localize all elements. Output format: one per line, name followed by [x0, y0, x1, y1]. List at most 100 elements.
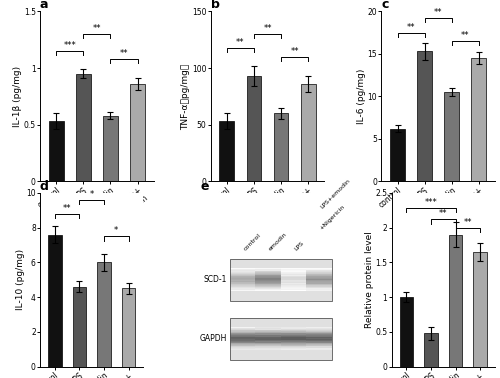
FancyBboxPatch shape: [256, 346, 281, 347]
FancyBboxPatch shape: [306, 279, 332, 280]
Text: control: control: [242, 233, 262, 252]
FancyBboxPatch shape: [256, 327, 281, 328]
Bar: [76, 74, 91, 181]
Y-axis label: IL-1β (pg/mg): IL-1β (pg/mg): [14, 66, 22, 127]
Bar: [246, 76, 262, 181]
FancyBboxPatch shape: [230, 348, 256, 349]
Text: **: **: [63, 204, 72, 213]
FancyBboxPatch shape: [256, 290, 281, 291]
FancyBboxPatch shape: [306, 339, 332, 340]
Text: ***: ***: [424, 198, 438, 207]
Bar: [390, 129, 405, 181]
FancyBboxPatch shape: [281, 347, 306, 348]
FancyBboxPatch shape: [256, 270, 281, 271]
Y-axis label: Relative protein level: Relative protein level: [365, 231, 374, 328]
FancyBboxPatch shape: [281, 283, 306, 284]
FancyBboxPatch shape: [230, 289, 256, 290]
FancyBboxPatch shape: [306, 290, 332, 291]
FancyBboxPatch shape: [281, 341, 306, 342]
FancyBboxPatch shape: [256, 339, 281, 340]
FancyBboxPatch shape: [281, 288, 306, 289]
FancyBboxPatch shape: [256, 268, 281, 269]
FancyBboxPatch shape: [230, 347, 256, 348]
Y-axis label: IL-10 (pg/mg): IL-10 (pg/mg): [16, 249, 25, 310]
FancyBboxPatch shape: [306, 346, 332, 347]
FancyBboxPatch shape: [230, 275, 256, 276]
Text: SCD-1: SCD-1: [204, 275, 227, 284]
FancyBboxPatch shape: [306, 345, 332, 346]
FancyBboxPatch shape: [281, 328, 306, 329]
FancyBboxPatch shape: [230, 343, 256, 344]
Bar: [48, 234, 62, 367]
FancyBboxPatch shape: [281, 279, 306, 280]
FancyBboxPatch shape: [306, 278, 332, 279]
FancyBboxPatch shape: [281, 269, 306, 270]
FancyBboxPatch shape: [306, 275, 332, 276]
FancyBboxPatch shape: [230, 346, 256, 347]
FancyBboxPatch shape: [256, 328, 281, 329]
FancyBboxPatch shape: [306, 335, 332, 336]
Text: GAPDH: GAPDH: [200, 334, 227, 343]
Text: **: **: [290, 47, 299, 56]
FancyBboxPatch shape: [230, 286, 256, 287]
FancyBboxPatch shape: [306, 277, 332, 278]
FancyBboxPatch shape: [230, 330, 256, 331]
FancyBboxPatch shape: [281, 280, 306, 281]
FancyBboxPatch shape: [281, 337, 306, 338]
FancyBboxPatch shape: [281, 349, 306, 350]
FancyBboxPatch shape: [230, 290, 256, 291]
FancyBboxPatch shape: [306, 328, 332, 329]
FancyBboxPatch shape: [256, 318, 281, 360]
FancyBboxPatch shape: [281, 330, 306, 331]
FancyBboxPatch shape: [306, 334, 332, 335]
Text: b: b: [210, 0, 220, 11]
FancyBboxPatch shape: [256, 269, 281, 270]
FancyBboxPatch shape: [256, 274, 281, 275]
FancyBboxPatch shape: [256, 336, 281, 337]
FancyBboxPatch shape: [230, 345, 256, 346]
FancyBboxPatch shape: [281, 327, 306, 328]
FancyBboxPatch shape: [256, 349, 281, 350]
FancyBboxPatch shape: [306, 349, 332, 350]
FancyBboxPatch shape: [230, 331, 256, 332]
FancyBboxPatch shape: [281, 276, 306, 277]
Text: +Nigericin: +Nigericin: [320, 204, 346, 231]
FancyBboxPatch shape: [306, 270, 332, 271]
Bar: [130, 84, 145, 181]
Y-axis label: IL-6 (pg/mg): IL-6 (pg/mg): [357, 69, 366, 124]
Text: ***: ***: [64, 41, 76, 50]
FancyBboxPatch shape: [256, 344, 281, 345]
FancyBboxPatch shape: [281, 332, 306, 333]
FancyBboxPatch shape: [281, 344, 306, 345]
FancyBboxPatch shape: [230, 327, 256, 328]
FancyBboxPatch shape: [281, 273, 306, 274]
FancyBboxPatch shape: [281, 270, 306, 271]
FancyBboxPatch shape: [230, 278, 256, 279]
FancyBboxPatch shape: [230, 337, 256, 338]
Text: e: e: [200, 180, 209, 193]
FancyBboxPatch shape: [256, 285, 281, 286]
Text: **: **: [407, 23, 416, 32]
FancyBboxPatch shape: [281, 333, 306, 334]
FancyBboxPatch shape: [306, 285, 332, 286]
Text: LPS: LPS: [294, 240, 305, 252]
FancyBboxPatch shape: [281, 275, 306, 276]
FancyBboxPatch shape: [306, 283, 332, 284]
FancyBboxPatch shape: [306, 288, 332, 289]
FancyBboxPatch shape: [281, 336, 306, 337]
FancyBboxPatch shape: [306, 269, 332, 270]
Bar: [472, 58, 486, 181]
FancyBboxPatch shape: [306, 347, 332, 348]
Bar: [122, 288, 136, 367]
Bar: [424, 333, 438, 367]
Text: **: **: [263, 24, 272, 33]
FancyBboxPatch shape: [230, 318, 256, 360]
FancyBboxPatch shape: [256, 281, 281, 282]
FancyBboxPatch shape: [230, 336, 256, 337]
FancyBboxPatch shape: [281, 334, 306, 335]
FancyBboxPatch shape: [256, 272, 281, 273]
Bar: [103, 116, 118, 181]
FancyBboxPatch shape: [281, 272, 306, 273]
Bar: [474, 252, 487, 367]
FancyBboxPatch shape: [256, 340, 281, 341]
